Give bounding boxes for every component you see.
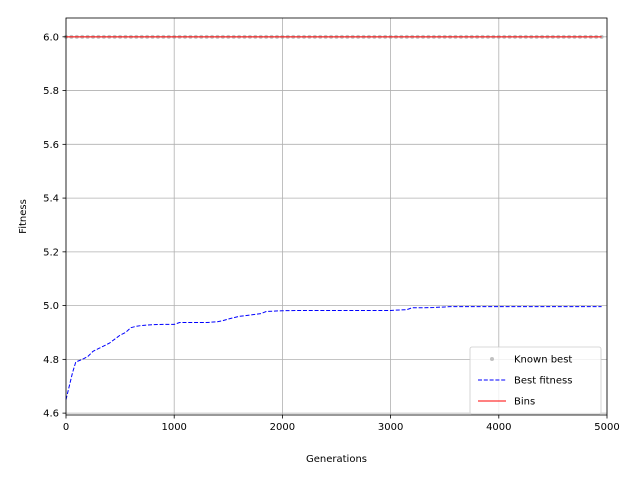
y-tick-label: 5.2 [43, 247, 59, 258]
y-tick-label: 5.6 [43, 140, 59, 151]
x-axis-label: Generations [306, 454, 367, 465]
ticks: 0 1000 2000 3000 4000 5000 4.6 4.8 5.0 5.2 5.4 5.6 5… [43, 32, 620, 433]
y-tick-label: 5.0 [43, 301, 59, 312]
series-layer [64, 34, 604, 400]
best-fitness-line [65, 306, 602, 400]
legend-items: Known best Best fitness Bins [478, 355, 572, 408]
x-tick-label: 3000 [378, 422, 403, 433]
legend-label: Best fitness [514, 376, 572, 387]
plot-frame [65, 17, 608, 416]
y-tick-label: 5.8 [43, 86, 59, 97]
legend-box [469, 346, 602, 415]
x-tick-label: 0 [63, 422, 69, 433]
legend: Known best Best fitness Bins [469, 346, 602, 415]
y-tick-label: 4.6 [43, 409, 59, 420]
y-axis-label: Fitness [18, 199, 29, 234]
x-tick-label: 5000 [594, 422, 619, 433]
y-tick-label: 4.8 [43, 355, 59, 366]
y-tick-label: 6.0 [43, 32, 59, 43]
legend-known-best-marker [490, 357, 494, 361]
x-tick-label: 1000 [161, 422, 186, 433]
legend-label: Bins [514, 397, 535, 408]
y-tick-label: 5.4 [43, 194, 59, 205]
x-tick-label: 2000 [270, 422, 295, 433]
legend-label: Known best [514, 355, 572, 366]
x-tick-label: 4000 [486, 422, 511, 433]
